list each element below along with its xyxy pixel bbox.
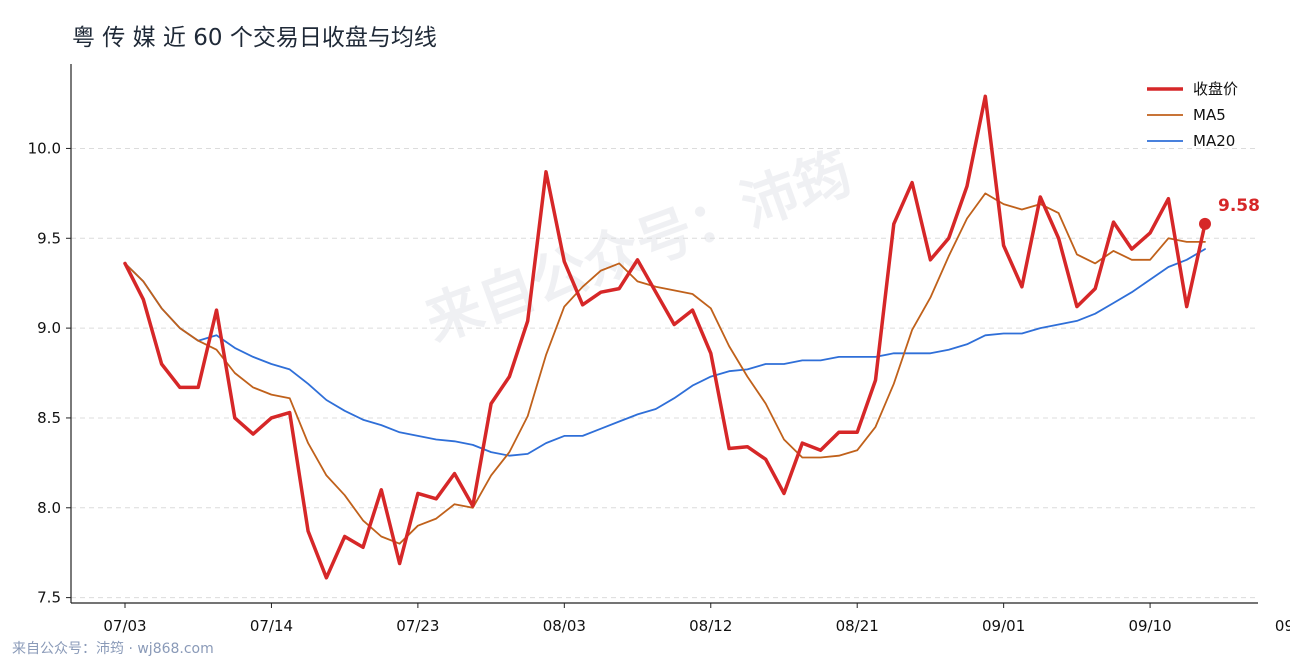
ma20-line bbox=[124, 248, 1206, 457]
close-price-line bbox=[123, 94, 1207, 580]
x-tick-label: 08/03 bbox=[543, 617, 586, 635]
last-close-label: 9.58 bbox=[1218, 196, 1260, 216]
last-close-marker bbox=[1199, 217, 1211, 230]
x-tick-label: 07/14 bbox=[250, 617, 293, 635]
axes: 7.5 8.0 8.5 9.0 9.5 10.0 07/03 07/14 07/23 08/03 0… bbox=[28, 64, 1290, 635]
x-tick-label: 08/21 bbox=[836, 617, 879, 635]
x-tick-label: 08/12 bbox=[689, 617, 732, 635]
legend-ma20-label: MA20 bbox=[1193, 132, 1235, 150]
y-tick-label: 9.5 bbox=[37, 229, 61, 247]
x-tick-label: 09/10 bbox=[1128, 617, 1171, 635]
y-tick-label: 9.0 bbox=[37, 319, 61, 337]
legend-ma5-label: MA5 bbox=[1193, 106, 1226, 124]
footer-text: 来自公众号：沛筠 · wj868.com bbox=[12, 641, 214, 657]
x-tick-label: 07/23 bbox=[396, 617, 439, 635]
series-lines: 9.58 bbox=[123, 94, 1260, 580]
y-tick-label: 8.0 bbox=[37, 499, 61, 517]
legend: 收盘价 MA5 MA20 bbox=[1147, 80, 1238, 150]
x-tick-label: 07/03 bbox=[103, 617, 146, 635]
x-tick-label: 09/21 bbox=[1275, 617, 1290, 635]
chart-title: 粤 传 媒 近 60 个交易日收盘与均线 bbox=[72, 25, 437, 51]
x-tick-label: 09/01 bbox=[982, 617, 1025, 635]
watermark: 来自公众号：沛筠 bbox=[417, 140, 860, 354]
ma5-line bbox=[124, 192, 1206, 545]
y-tick-label: 8.5 bbox=[37, 409, 61, 427]
y-tick-label: 7.5 bbox=[37, 589, 61, 607]
y-tick-label: 10.0 bbox=[28, 139, 61, 157]
legend-close-label: 收盘价 bbox=[1193, 80, 1238, 98]
